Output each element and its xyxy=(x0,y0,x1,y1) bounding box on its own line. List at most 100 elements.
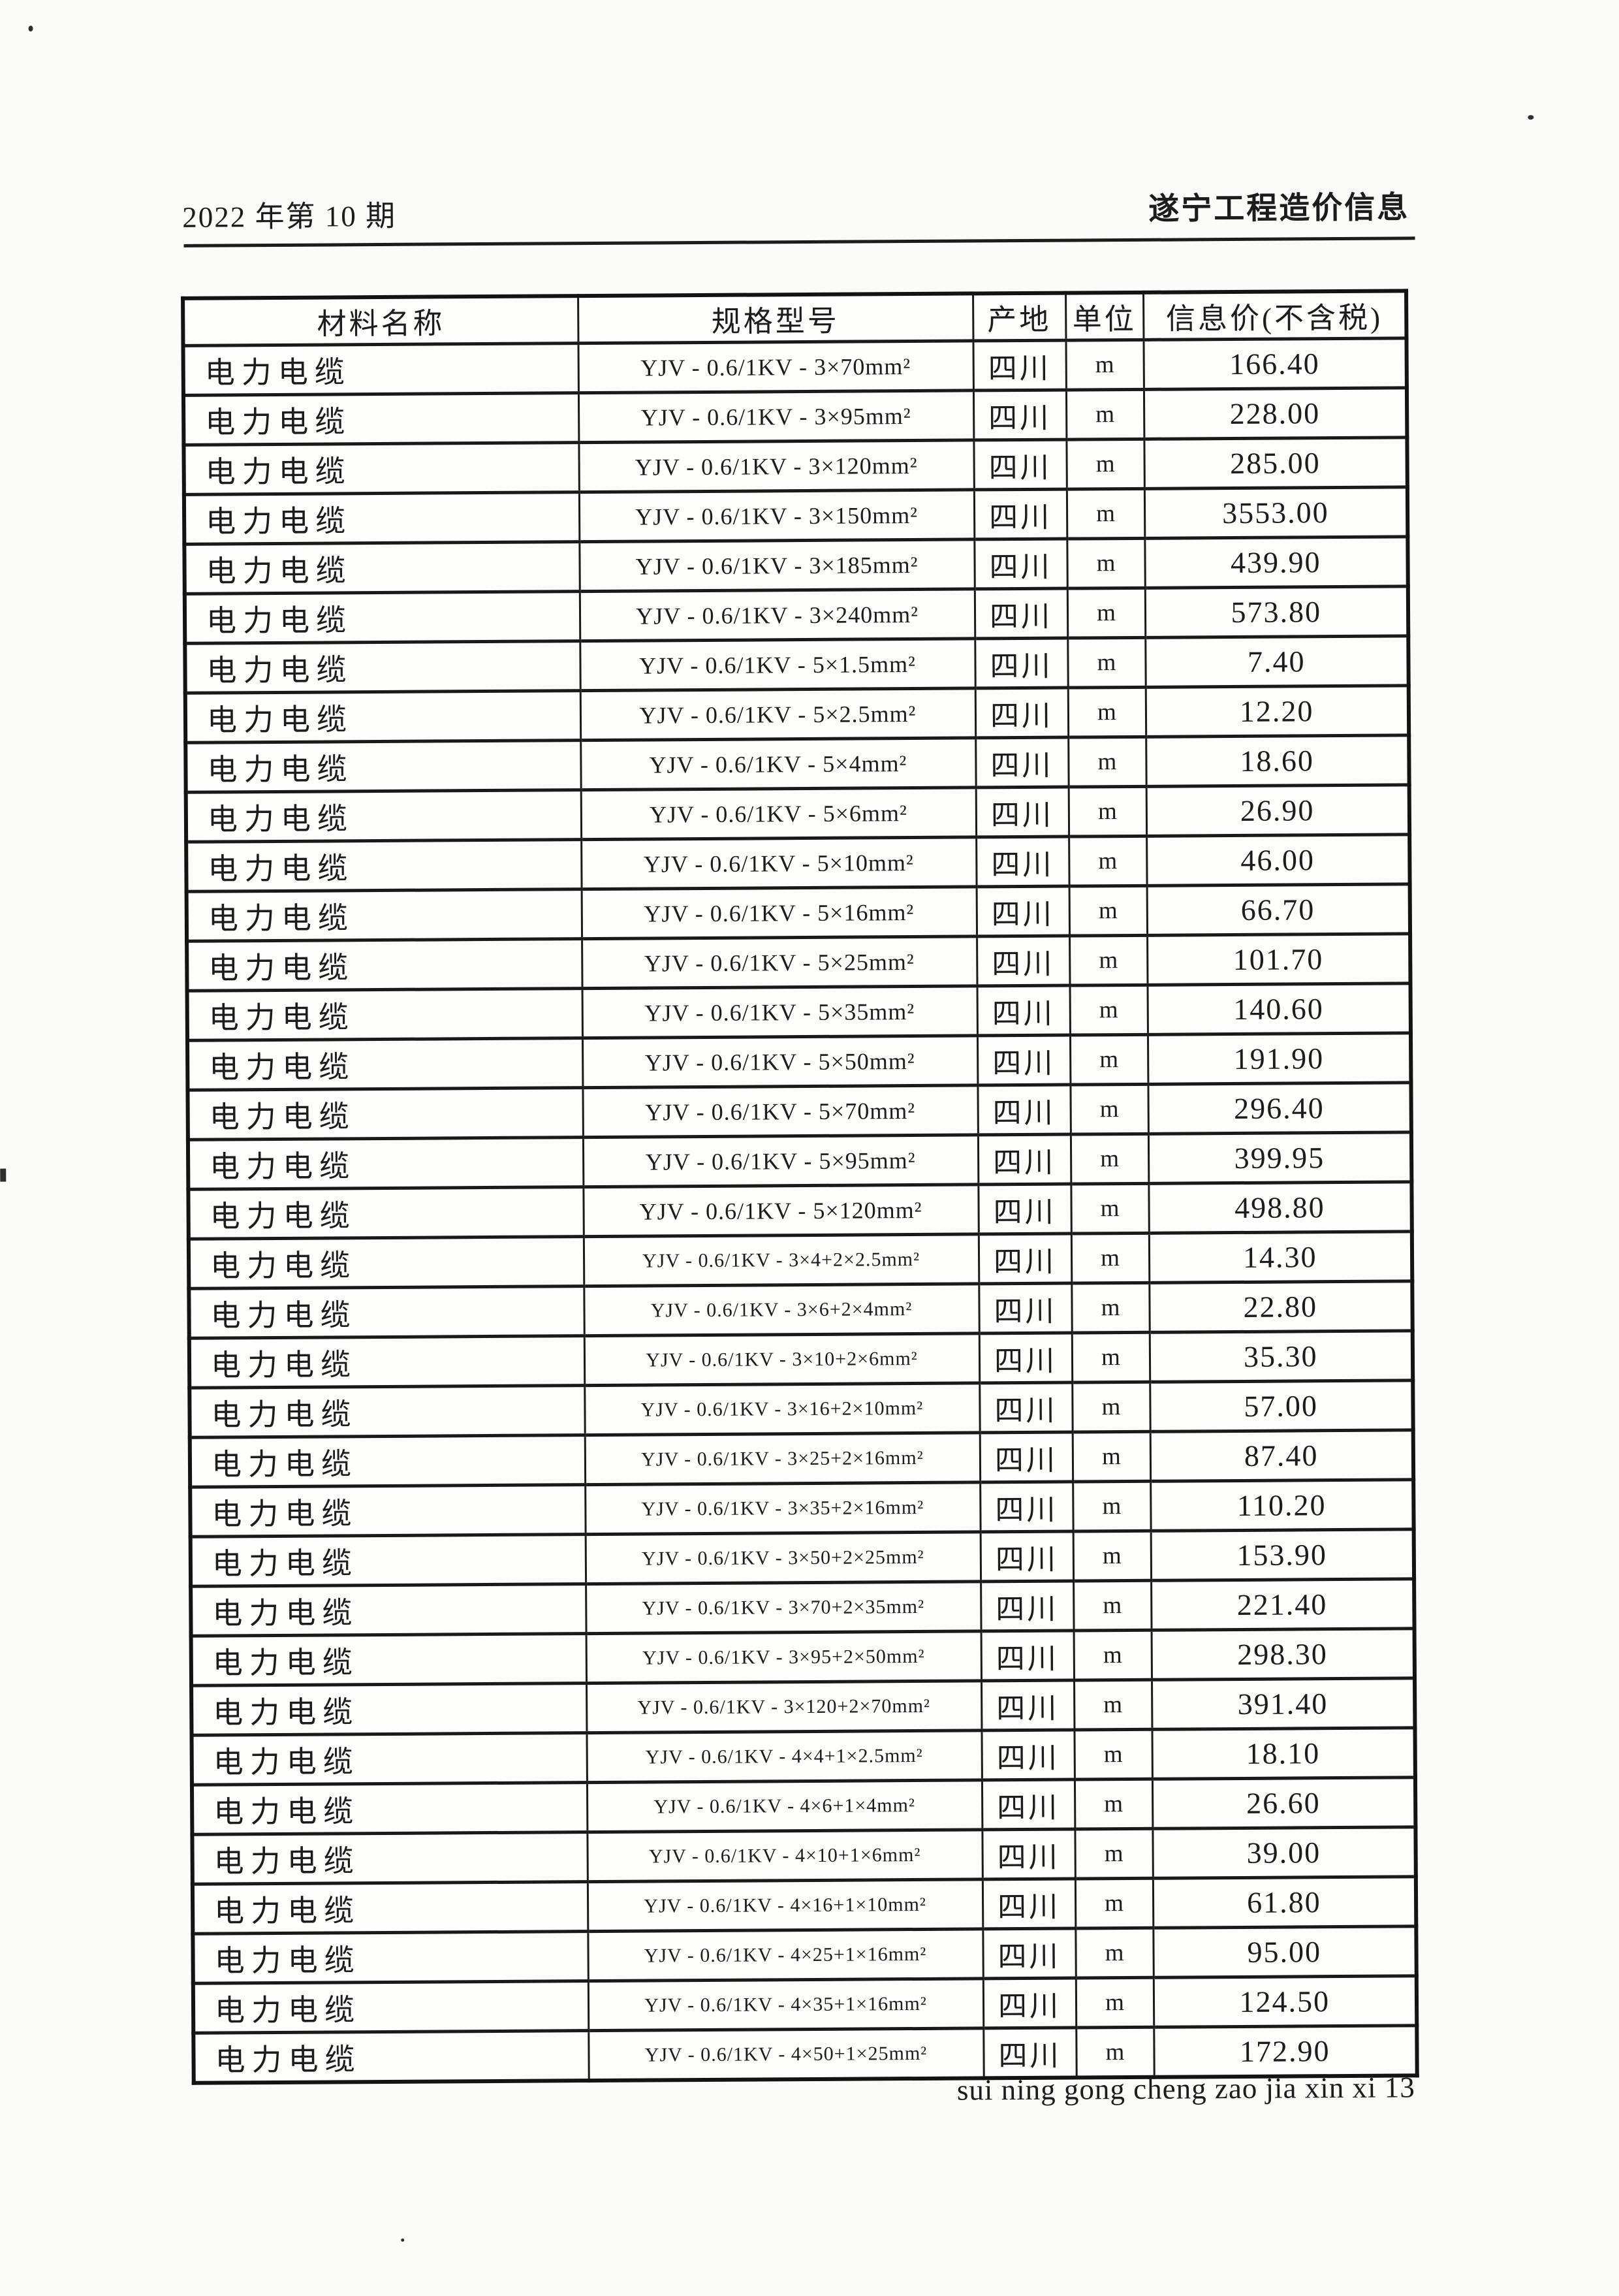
price-cell: 172.90 xyxy=(1154,2025,1417,2077)
table-row: 电力电缆 YJV - 0.6/1KV - 4×4+1×2.5mm² 四川 m 18.10 xyxy=(191,1727,1415,1785)
material-name-cell: 电力电缆 xyxy=(183,343,578,396)
unit-cell: m xyxy=(1074,1729,1152,1780)
unit-cell: m xyxy=(1068,786,1147,837)
unit-cell: m xyxy=(1069,985,1148,1036)
price-cell: 39.00 xyxy=(1152,1826,1416,1879)
table-header-row: 材料名称 规格型号 产地 单位 信息价(不含税) xyxy=(183,291,1407,346)
price-cell: 391.40 xyxy=(1152,1678,1415,1730)
table-row: 电力电缆 YJV - 0.6/1KV - 4×6+1×4mm² 四川 m 26.60 xyxy=(191,1777,1416,1835)
material-name-cell: 电力电缆 xyxy=(183,442,579,495)
price-cell: 22.80 xyxy=(1149,1281,1413,1333)
origin-cell: 四川 xyxy=(982,1829,1075,1879)
table-row: 电力电缆 YJV - 0.6/1KV - 3×120+2×70mm² 四川 m 391.… xyxy=(191,1678,1415,1736)
table-row: 电力电缆 YJV - 0.6/1KV - 3×70mm² 四川 m 166.40 xyxy=(183,338,1407,396)
origin-cell: 四川 xyxy=(978,1234,1072,1284)
price-cell: 298.30 xyxy=(1151,1628,1415,1680)
material-name-cell: 电力电缆 xyxy=(187,1137,584,1190)
material-name-cell: 电力电缆 xyxy=(183,492,580,545)
table-row: 电力电缆 YJV - 0.6/1KV - 4×10+1×6mm² 四川 m 39.00 xyxy=(192,1826,1416,1885)
unit-cell: m xyxy=(1066,439,1144,490)
table-row: 电力电缆 YJV - 0.6/1KV - 3×95+2×50mm² 四川 m 298.3… xyxy=(191,1628,1415,1686)
spec-cell: YJV - 0.6/1KV - 5×6mm² xyxy=(580,787,977,840)
table-row: 电力电缆 YJV - 0.6/1KV - 3×4+2×2.5mm² 四川 m 14.30 xyxy=(188,1231,1413,1289)
origin-cell: 四川 xyxy=(981,1581,1074,1631)
unit-cell: m xyxy=(1073,1580,1152,1631)
spec-cell: YJV - 0.6/1KV - 5×35mm² xyxy=(582,985,977,1038)
origin-cell: 四川 xyxy=(977,1085,1071,1135)
material-name-cell: 电力电缆 xyxy=(191,1683,587,1736)
unit-cell: m xyxy=(1075,1878,1154,1929)
col-header-spec-model: 规格型号 xyxy=(578,293,973,343)
price-cell: 14.30 xyxy=(1148,1231,1413,1283)
spec-cell: YJV - 0.6/1KV - 5×4mm² xyxy=(580,737,976,790)
origin-cell: 四川 xyxy=(981,1631,1075,1681)
publication-title: 遂宁工程造价信息 xyxy=(1148,191,1410,227)
origin-cell: 四川 xyxy=(973,489,1067,539)
origin-cell: 四川 xyxy=(980,1482,1073,1532)
spec-cell: YJV - 0.6/1KV - 5×1.5mm² xyxy=(580,638,975,691)
price-cell: 573.80 xyxy=(1144,586,1409,638)
spec-cell: YJV - 0.6/1KV - 5×120mm² xyxy=(583,1184,979,1237)
price-cell: 61.80 xyxy=(1152,1876,1417,1928)
price-cell: 18.10 xyxy=(1152,1727,1415,1779)
material-name-cell: 电力电缆 xyxy=(186,889,582,942)
origin-cell: 四川 xyxy=(977,936,1070,986)
table-row: 电力电缆 YJV - 0.6/1KV - 3×10+2×6mm² 四川 m 35.30 xyxy=(189,1330,1413,1388)
scan-speck xyxy=(28,25,33,32)
unit-cell: m xyxy=(1069,885,1148,936)
spec-cell: YJV - 0.6/1KV - 3×16+2×10mm² xyxy=(584,1382,980,1435)
material-name-cell: 电力电缆 xyxy=(189,1286,584,1339)
origin-cell: 四川 xyxy=(975,638,1068,688)
table-row: 电力电缆 YJV - 0.6/1KV - 4×16+1×10mm² 四川 m 61.80 xyxy=(192,1876,1417,1934)
material-price-table: 材料名称 规格型号 产地 单位 信息价(不含税) 电力电缆 YJV - 0.6/1… xyxy=(181,289,1419,2085)
spec-cell: YJV - 0.6/1KV - 5×25mm² xyxy=(582,936,977,989)
material-name-cell: 电力电缆 xyxy=(189,1435,586,1488)
spec-cell: YJV - 0.6/1KV - 3×120mm² xyxy=(578,439,974,492)
material-name-cell: 电力电缆 xyxy=(185,641,580,694)
spec-cell: YJV - 0.6/1KV - 4×4+1×2.5mm² xyxy=(586,1730,982,1783)
price-cell: 153.90 xyxy=(1150,1529,1415,1581)
material-name-cell: 电力电缆 xyxy=(192,1832,588,1885)
table-row: 电力电缆 YJV - 0.6/1KV - 5×35mm² 四川 m 140.60 xyxy=(187,983,1411,1041)
scan-speck xyxy=(0,1168,7,1182)
price-cell: 95.00 xyxy=(1153,1926,1417,1978)
price-cell: 399.95 xyxy=(1148,1132,1412,1184)
price-cell: 12.20 xyxy=(1145,685,1409,737)
spec-cell: YJV - 0.6/1KV - 3×240mm² xyxy=(579,588,975,641)
origin-cell: 四川 xyxy=(973,439,1067,490)
unit-cell: m xyxy=(1074,1779,1153,1830)
origin-cell: 四川 xyxy=(979,1283,1072,1333)
material-name-cell: 电力电缆 xyxy=(191,1732,587,1785)
spec-cell: YJV - 0.6/1KV - 3×10+2×6mm² xyxy=(584,1333,980,1386)
origin-cell: 四川 xyxy=(981,1730,1075,1780)
unit-cell: m xyxy=(1069,935,1148,986)
material-name-cell: 电力电缆 xyxy=(189,1335,585,1388)
spec-cell: YJV - 0.6/1KV - 3×4+2×2.5mm² xyxy=(583,1234,979,1286)
spec-cell: YJV - 0.6/1KV - 3×185mm² xyxy=(579,539,975,592)
origin-cell: 四川 xyxy=(980,1531,1074,1582)
spec-cell: YJV - 0.6/1KV - 3×50+2×25mm² xyxy=(585,1531,981,1584)
table-row: 电力电缆 YJV - 0.6/1KV - 3×185mm² 四川 m 439.90 xyxy=(184,536,1408,594)
material-name-cell: 电力电缆 xyxy=(187,988,582,1041)
spec-cell: YJV - 0.6/1KV - 3×6+2×4mm² xyxy=(584,1283,979,1336)
col-header-info-price: 信息价(不含税) xyxy=(1143,291,1407,340)
table-row: 电力电缆 YJV - 0.6/1KV - 5×50mm² 四川 m 191.90 xyxy=(187,1032,1411,1091)
col-header-origin: 产地 xyxy=(973,293,1066,341)
spec-cell: YJV - 0.6/1KV - 3×70mm² xyxy=(578,340,973,393)
table-row: 电力电缆 YJV - 0.6/1KV - 4×25+1×16mm² 四川 m 95.00 xyxy=(193,1926,1417,1984)
material-name-cell: 电力电缆 xyxy=(191,1584,586,1636)
price-cell: 57.00 xyxy=(1150,1380,1413,1432)
table-row: 电力电缆 YJV - 0.6/1KV - 3×95mm² 四川 m 228.00 xyxy=(183,387,1407,445)
material-name-cell: 电力电缆 xyxy=(187,1038,583,1091)
spec-cell: YJV - 0.6/1KV - 4×10+1×6mm² xyxy=(587,1829,982,1882)
origin-cell: 四川 xyxy=(974,588,1068,639)
unit-cell: m xyxy=(1074,1680,1152,1730)
spec-cell: YJV - 0.6/1KV - 3×120+2×70mm² xyxy=(586,1680,982,1733)
table-row: 电力电缆 YJV - 0.6/1KV - 5×6mm² 四川 m 26.90 xyxy=(185,784,1410,842)
material-name-cell: 电力电缆 xyxy=(186,839,582,892)
material-name-cell: 电力电缆 xyxy=(188,1187,584,1239)
material-name-cell: 电力电缆 xyxy=(191,1633,587,1686)
scan-speck xyxy=(401,2238,405,2242)
unit-cell: m xyxy=(1071,1283,1150,1333)
